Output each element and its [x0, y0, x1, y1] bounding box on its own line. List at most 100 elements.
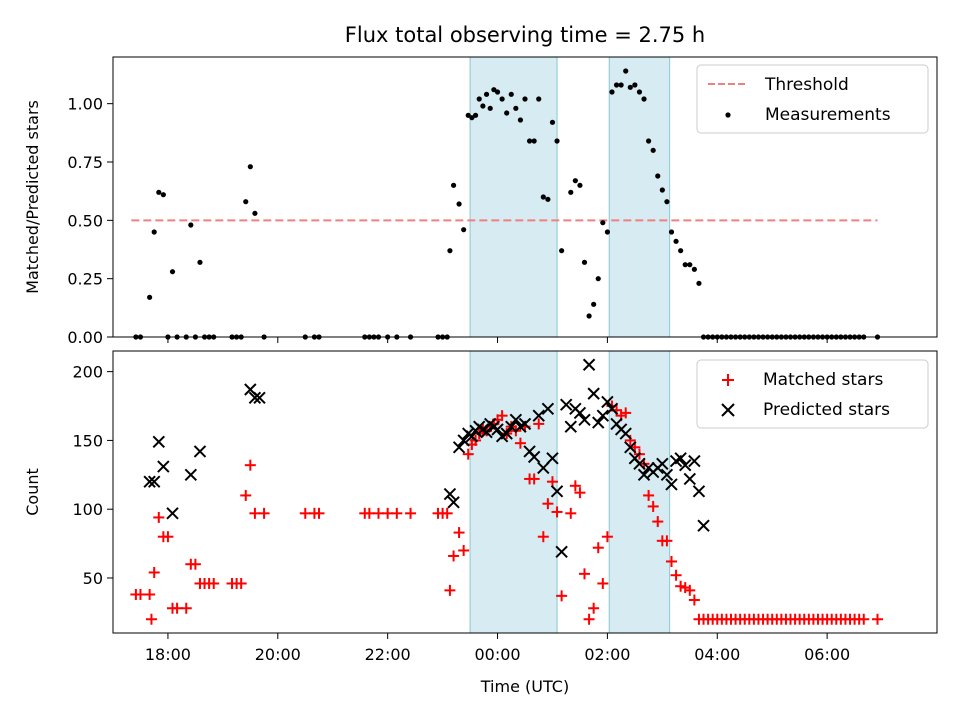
y-tick-label: 0.50: [67, 211, 103, 230]
predicted-point: [253, 391, 266, 404]
matched-point: [569, 480, 581, 492]
matched-point: [244, 459, 256, 471]
top-y-ticks: 0.00 0.25 0.50 0.75 1.00: [67, 95, 113, 347]
predicted-point: [443, 487, 457, 501]
predicted-stars-series: [143, 358, 710, 559]
top-y-axis-label: Matched/Predicted stars: [23, 100, 42, 294]
matched-point: [583, 613, 595, 625]
matched-point: [665, 555, 677, 567]
predicted-point: [605, 402, 619, 415]
measurement-point: [595, 276, 601, 282]
predicted-legend-swatch: [721, 403, 735, 417]
predicted-point: [447, 496, 460, 509]
measurements-legend-label: Measurements: [765, 105, 891, 125]
matched-point: [858, 613, 870, 625]
measurement-point: [641, 96, 647, 102]
matched-point: [444, 584, 456, 596]
matched-point: [537, 531, 549, 543]
predicted-point: [527, 450, 541, 464]
measurement-point: [487, 105, 493, 111]
measurement-point: [604, 229, 611, 235]
matched-point: [189, 558, 201, 570]
x-tick-label: 00:00: [474, 645, 520, 664]
ratio-panel: Flux total observing time = 2.75 h Match…: [23, 23, 938, 347]
measurement-point: [655, 173, 661, 179]
predicted-point: [633, 457, 646, 471]
y-tick-label: 0.75: [67, 153, 103, 172]
predicted-point: [596, 409, 610, 422]
matched-point: [688, 594, 700, 606]
measurement-point: [664, 199, 670, 205]
predicted-point: [143, 475, 156, 488]
measurement-point: [609, 89, 615, 95]
x-tick-label: 18:00: [145, 645, 191, 664]
predicted-point: [624, 441, 637, 454]
matched-point: [565, 507, 577, 519]
bottom-x-ticks: 18:00 20:00 22:00 00:00 02:00 04:00 06:00: [145, 633, 850, 664]
matched-point: [144, 588, 156, 600]
matched-point: [871, 613, 883, 625]
matched-point: [258, 507, 270, 519]
matched-point: [514, 437, 526, 449]
y-tick-label: 150: [72, 431, 103, 450]
matched-point: [145, 613, 157, 625]
predicted-point: [480, 425, 493, 439]
y-tick-label: 100: [72, 500, 103, 519]
matched-point: [441, 507, 453, 519]
x-tick-label: 02:00: [584, 645, 630, 664]
predicted-point: [147, 475, 161, 488]
predicted-point: [674, 452, 687, 465]
predicted-point: [509, 413, 523, 426]
measurement-point: [513, 105, 519, 111]
matched-point: [551, 506, 563, 518]
measurement-point: [650, 147, 656, 153]
measurement-point: [531, 138, 537, 144]
top-legend: Threshold Measurements: [696, 64, 929, 134]
matched-point: [405, 507, 417, 519]
x-tick-label: 04:00: [694, 645, 740, 664]
measurement-point: [540, 194, 546, 200]
measurement-point: [586, 313, 592, 319]
predicted-point: [152, 435, 165, 448]
matched-point: [588, 602, 600, 614]
matched-legend-swatch: [722, 374, 734, 386]
measurement-point: [476, 96, 482, 102]
matched-legend-label: Matched stars: [763, 370, 883, 390]
measurement-point: [536, 96, 542, 102]
measurement-point: [517, 117, 524, 123]
predicted-point: [550, 485, 564, 498]
measurement-point: [160, 192, 166, 198]
measurement-point: [472, 112, 479, 118]
predicted-point: [491, 423, 504, 436]
measurement-point: [568, 189, 574, 195]
measurement-point: [499, 96, 505, 102]
predicted-point: [452, 441, 466, 454]
top-legend-box: [696, 64, 929, 134]
predicted-point: [697, 519, 710, 532]
matched-point: [556, 590, 568, 602]
measurement-point: [678, 248, 684, 254]
predicted-point: [546, 452, 559, 465]
threshold-legend-label: Threshold: [764, 75, 849, 95]
matched-point: [240, 489, 252, 501]
measurement-point: [696, 280, 702, 286]
measurement-point: [252, 210, 258, 216]
measurement-point: [247, 164, 253, 170]
matched-point: [579, 568, 591, 580]
predicted-point: [656, 457, 669, 471]
bottom-shaded-windows: [469, 350, 671, 634]
measurement-point: [668, 229, 675, 235]
bottom-legend: Matched stars Predicted stars: [696, 359, 929, 429]
matched-point: [533, 418, 545, 430]
predicted-point: [248, 391, 262, 404]
measurement-point: [613, 82, 620, 88]
measurement-point: [559, 248, 565, 254]
predicted-point: [619, 427, 632, 440]
predicted-point: [541, 402, 555, 415]
measurement-point: [632, 82, 638, 88]
measurement-point: [147, 294, 153, 300]
matched-point: [652, 516, 664, 528]
matched-point: [528, 473, 540, 485]
measurement-point: [554, 138, 560, 144]
